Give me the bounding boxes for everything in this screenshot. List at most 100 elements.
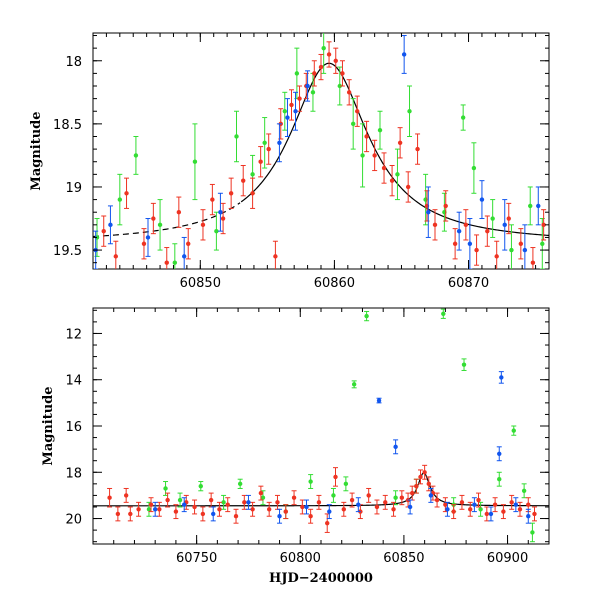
top-red-point xyxy=(176,196,182,228)
top-red-point xyxy=(318,53,324,81)
data-marker xyxy=(501,509,506,514)
top-green-point xyxy=(282,91,288,131)
data-marker xyxy=(492,502,498,507)
bottom-red-point xyxy=(283,504,289,520)
data-marker xyxy=(355,109,360,114)
bottom-red-point xyxy=(500,504,506,520)
top-green-point xyxy=(377,110,383,150)
data-marker xyxy=(407,109,412,114)
bottom-red-point xyxy=(459,494,465,510)
data-marker xyxy=(356,502,361,507)
top-red-point xyxy=(432,209,438,241)
bottom-blue-point xyxy=(152,501,158,517)
data-marker xyxy=(364,313,369,319)
data-marker xyxy=(488,511,494,517)
top-blue-point xyxy=(502,199,508,251)
top-x-tick-label: 60860 xyxy=(314,276,355,291)
data-marker xyxy=(414,483,419,489)
top-y-tick-label: 18.5 xyxy=(53,118,82,133)
bottom-blue-point xyxy=(376,397,382,404)
bottom-red-point xyxy=(333,467,339,487)
data-marker xyxy=(237,481,243,487)
data-marker xyxy=(136,507,141,512)
data-marker xyxy=(459,500,465,505)
top-red-point xyxy=(405,171,411,203)
top-model-curve xyxy=(240,62,549,237)
data-marker xyxy=(214,228,219,234)
data-marker xyxy=(316,500,322,505)
data-marker xyxy=(389,178,395,183)
bottom-red-point xyxy=(127,506,133,522)
data-marker xyxy=(511,428,516,433)
data-marker xyxy=(461,362,467,367)
top-red-point xyxy=(333,47,339,74)
top-y-tick-label: 19 xyxy=(65,181,82,196)
bottom-blue-point xyxy=(303,499,309,515)
bottom-red-point xyxy=(413,478,419,494)
bottom-red-point xyxy=(233,508,239,524)
data-marker xyxy=(291,495,297,500)
data-marker xyxy=(145,235,151,240)
data-marker xyxy=(294,71,300,76)
top-red-point xyxy=(494,240,500,269)
bottom-green-point xyxy=(177,492,183,508)
data-marker xyxy=(164,260,169,265)
bottom-blue-point xyxy=(407,499,413,515)
data-marker xyxy=(478,507,483,512)
data-marker xyxy=(152,507,158,512)
data-marker xyxy=(275,500,280,505)
data-marker xyxy=(262,140,267,145)
data-marker xyxy=(337,83,342,89)
data-marker xyxy=(401,52,407,57)
data-marker xyxy=(372,153,377,158)
data-marker xyxy=(186,241,191,246)
bottom-red-point xyxy=(492,497,498,513)
data-marker xyxy=(228,191,234,196)
data-marker xyxy=(192,159,198,164)
bottom-x-tick-label: 60900 xyxy=(487,551,528,566)
data-marker xyxy=(163,486,168,491)
data-marker xyxy=(497,477,502,482)
top-green-point xyxy=(394,148,400,201)
bottom-red-point xyxy=(366,487,372,503)
data-marker xyxy=(210,197,215,202)
top-blue-point xyxy=(425,186,431,238)
bottom-ticks: 60750 60800 60850 60900 12 14 16 18 20 xyxy=(65,308,550,566)
data-marker xyxy=(490,216,495,221)
top-blue-point xyxy=(467,218,473,269)
top-marks: 60850 60860 60870 18 18.5 19 19.5 xyxy=(53,33,550,291)
data-marker xyxy=(297,96,302,101)
top-red-point xyxy=(506,202,512,235)
bottom-y-tick-label: 14 xyxy=(65,374,82,389)
data-marker xyxy=(467,241,473,246)
bottom-red-point xyxy=(308,508,314,524)
top-green-point xyxy=(262,117,268,169)
data-marker xyxy=(528,203,533,209)
data-marker xyxy=(312,71,317,76)
data-marker xyxy=(200,222,206,228)
bottom-red-point xyxy=(382,494,388,510)
bottom-red-point xyxy=(531,506,537,522)
bottom-x-axis-title: HJD−2400000 xyxy=(269,571,373,586)
data-marker xyxy=(221,500,226,505)
top-blue-point xyxy=(522,224,528,269)
bottom-green-point xyxy=(198,481,204,492)
top-green-point xyxy=(321,33,327,74)
bottom-red-point xyxy=(225,497,231,513)
data-marker xyxy=(381,165,387,171)
data-marker xyxy=(225,502,230,507)
bottom-red-point xyxy=(324,513,330,533)
bottom-red-point xyxy=(156,501,162,517)
top-red-point xyxy=(141,228,147,260)
top-red-point xyxy=(372,139,378,172)
data-marker xyxy=(241,178,246,183)
data-marker xyxy=(360,153,365,158)
bottom-blue-point xyxy=(513,497,519,513)
data-marker xyxy=(115,511,121,517)
data-marker xyxy=(285,115,290,120)
data-marker xyxy=(340,71,345,76)
top-red-point xyxy=(364,120,370,153)
top-red-point xyxy=(272,240,278,269)
data-marker xyxy=(530,530,535,535)
